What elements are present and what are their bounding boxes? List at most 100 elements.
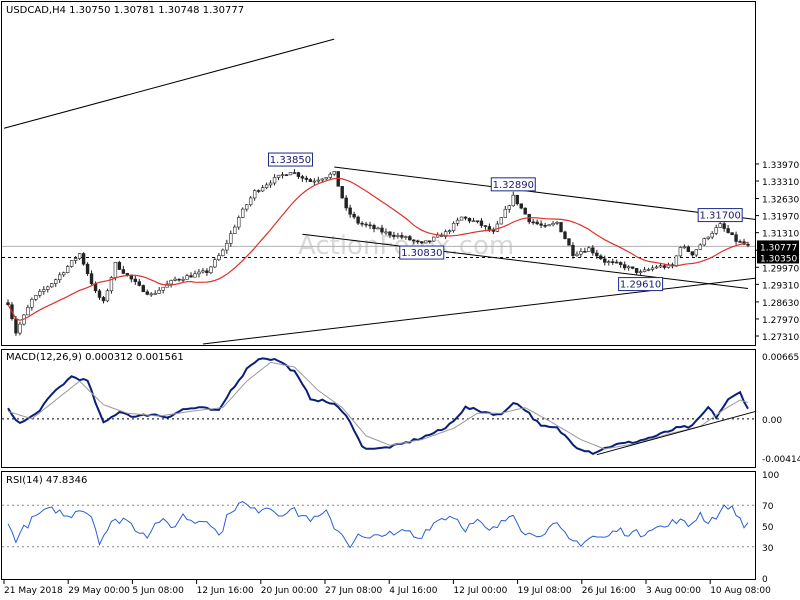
candle-up <box>209 266 213 274</box>
macd-series-signal <box>7 361 749 450</box>
candle-down <box>296 172 301 177</box>
candle-down <box>89 273 94 285</box>
price-clipped-group <box>2 38 755 345</box>
candle-up <box>241 208 245 218</box>
candle-down <box>344 197 348 209</box>
price-y-tick-label: 1.29310 <box>762 281 799 291</box>
candle-up <box>185 275 189 280</box>
candle-up <box>650 267 655 270</box>
rsi-header: RSI(14) 47.8346 <box>6 475 87 486</box>
candle-down <box>117 262 122 270</box>
candle-down <box>300 176 305 179</box>
candle-down <box>563 231 567 239</box>
candle-down <box>738 241 742 243</box>
rsi-y-tick-label: 100 <box>762 471 779 481</box>
candle-up <box>682 246 687 249</box>
candle-down <box>535 221 539 225</box>
candle-down <box>428 240 432 243</box>
candle-down <box>622 264 627 269</box>
candle-up <box>332 171 336 175</box>
candle-down <box>6 302 10 306</box>
candle-up <box>328 173 332 178</box>
candle-up <box>312 180 317 183</box>
price-tag-label: 1.30350 <box>760 254 797 264</box>
candle-up <box>69 260 74 267</box>
price-y-tick-label: 1.31970 <box>762 213 799 223</box>
candle-down <box>690 251 695 256</box>
candle-up <box>555 222 559 224</box>
candle-up <box>248 197 253 206</box>
annotation-box <box>267 152 313 167</box>
candle-down <box>145 291 149 295</box>
candle-up <box>42 289 46 292</box>
x-tick-label: 29 May 00:00 <box>68 586 130 596</box>
axes: 1.339701.333101.326301.319701.313101.306… <box>3 161 800 596</box>
candle-up <box>58 274 62 281</box>
annotation-label: 1.30830 <box>401 248 442 259</box>
candle-up <box>217 255 221 261</box>
macd-trendline <box>596 410 757 456</box>
candle-up <box>229 233 233 244</box>
candle-up <box>280 174 285 176</box>
candle-down <box>388 231 392 236</box>
candle-up <box>225 243 229 251</box>
macd-y-tick-label: 0.006651 <box>762 353 800 363</box>
candle-up <box>233 226 237 234</box>
trendline-0 <box>3 38 335 129</box>
candle-down <box>308 179 313 182</box>
candle-down <box>284 174 289 176</box>
candle-down <box>348 207 352 215</box>
candle-down <box>352 213 356 218</box>
candle-down <box>392 234 396 237</box>
candle-down <box>101 297 106 302</box>
candle-down <box>634 268 639 273</box>
candle-up <box>272 177 277 184</box>
candle-down <box>368 224 372 227</box>
rsi-y-tick-label: 50 <box>762 523 774 533</box>
candle-up <box>173 278 177 281</box>
x-tick-label: 12 Jul 00:00 <box>453 586 507 596</box>
macd-y-tick-label: 0.00 <box>762 416 782 426</box>
candle-up <box>626 266 631 269</box>
candle-down <box>412 239 416 242</box>
candle-up <box>447 230 452 232</box>
candle-up <box>396 235 400 237</box>
candle-down <box>611 261 615 263</box>
candle-up <box>65 266 70 273</box>
candle-up <box>109 277 114 292</box>
candle-up <box>424 240 428 244</box>
rsi-y-tick-label: 70 <box>762 502 774 512</box>
rsi-y-tick-label: 0 <box>762 575 768 585</box>
candle-up <box>38 291 42 296</box>
price-y-tick-label: 1.31310 <box>762 230 799 240</box>
candle-up <box>316 179 321 182</box>
candle-up <box>252 190 257 199</box>
candle-up <box>30 299 34 308</box>
moving-average-line <box>7 177 749 321</box>
candle-down <box>380 227 384 233</box>
candle-up <box>221 249 225 256</box>
candle-up <box>710 232 714 238</box>
candle-up <box>507 205 511 210</box>
candle-down <box>356 216 360 224</box>
candle-up <box>213 259 217 268</box>
rsi-line <box>7 501 749 549</box>
candle-up <box>161 286 165 291</box>
candle-down <box>583 251 587 253</box>
candle-up <box>34 295 38 300</box>
candle-up <box>157 289 161 294</box>
trendline-3 <box>202 277 755 345</box>
candle-down <box>686 246 691 252</box>
x-tick-label: 21 May 2018 <box>4 586 63 596</box>
annotation-label: 1.29610 <box>620 280 661 291</box>
price-tag-label: 1.30777 <box>760 243 797 253</box>
x-tick-label: 5 Jun 08:00 <box>132 586 184 596</box>
x-tick-label: 27 Jun 08:00 <box>325 586 382 596</box>
candle-down <box>730 232 734 236</box>
candle-down <box>599 255 603 260</box>
candle-down <box>360 222 364 225</box>
candle-down <box>746 244 750 246</box>
candle-up <box>276 174 281 178</box>
candle-up <box>26 306 30 316</box>
candle-down <box>177 278 181 281</box>
